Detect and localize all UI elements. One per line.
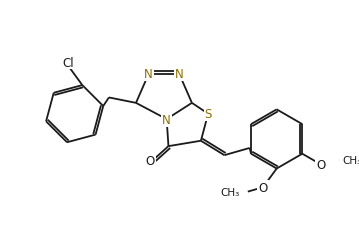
Text: CH₃: CH₃ xyxy=(343,156,359,166)
Text: N: N xyxy=(162,113,171,126)
Text: N: N xyxy=(144,68,153,81)
Text: CH₃: CH₃ xyxy=(221,187,240,197)
Text: N: N xyxy=(175,68,184,81)
Text: O: O xyxy=(146,154,155,168)
Text: S: S xyxy=(204,108,212,121)
Text: O: O xyxy=(316,158,326,171)
Text: O: O xyxy=(258,181,267,194)
Text: Cl: Cl xyxy=(62,56,74,69)
